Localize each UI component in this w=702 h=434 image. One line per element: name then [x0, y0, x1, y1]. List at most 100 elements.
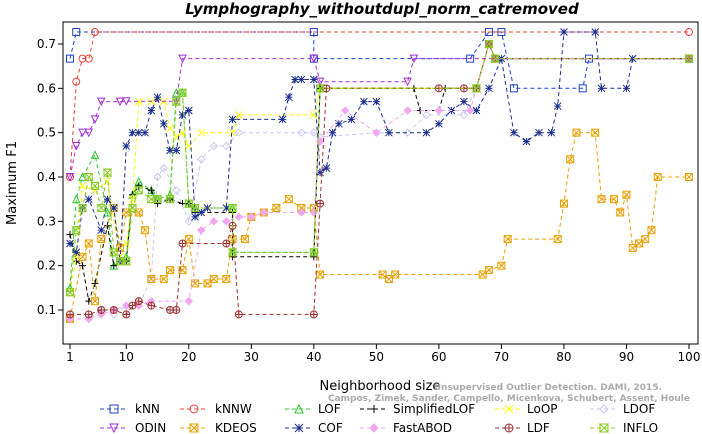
legend-marker-simplifiedlof	[370, 405, 378, 413]
legend: kNN kNNW LOF SimplifiedLOF LoOP LDOF ODIN KDEOS…	[100, 402, 658, 434]
legend-label-ldof: LDOF	[623, 402, 655, 416]
point-cof	[309, 75, 318, 84]
point-odin	[90, 115, 100, 124]
point-cof	[141, 128, 149, 137]
point-odin	[409, 54, 419, 64]
point-knn	[578, 84, 587, 93]
point-simplifiedlof	[110, 262, 118, 270]
point-kdeos	[685, 173, 693, 181]
x-tick-label: 60	[431, 350, 446, 364]
x-tick-label: 20	[181, 350, 196, 364]
point-ldf	[309, 310, 318, 319]
point-odin	[84, 128, 94, 138]
citation-line-1: Unsupervised Outlier Detection. DAMI, 20…	[434, 383, 662, 393]
point-odin	[96, 97, 106, 107]
point-inflo	[190, 204, 200, 213]
point-ldf	[97, 306, 106, 314]
point-ldf	[109, 306, 118, 314]
legend-label-inflo: INFLO	[623, 421, 658, 434]
point-odin	[65, 173, 75, 182]
x-tick-label: 90	[619, 350, 634, 364]
point-knnw	[685, 28, 693, 37]
point-kdeos	[597, 195, 606, 204]
point-kdeos	[97, 235, 106, 244]
x-tick-label: 70	[494, 350, 509, 364]
point-cof	[372, 97, 381, 106]
point-kdeos	[653, 173, 662, 181]
point-odin	[315, 77, 325, 87]
point-inflo	[90, 181, 100, 190]
point-cof	[84, 195, 93, 204]
legend-label-lof: LOF	[318, 402, 341, 416]
x-tick-label: 100	[678, 350, 701, 364]
point-cof	[385, 128, 393, 137]
x-axis-label: Neighborhood size	[320, 379, 441, 394]
point-simplifiedlof	[91, 279, 99, 287]
point-fastabod	[184, 296, 194, 306]
legend-item-cof: COF	[285, 421, 343, 434]
point-knnw	[84, 54, 93, 63]
point-kdeos	[641, 235, 650, 244]
y-tick-label: 0.5	[37, 126, 56, 140]
point-knn	[466, 54, 475, 63]
point-ldof	[297, 128, 306, 137]
point-ldof	[309, 128, 319, 137]
point-inflo	[115, 257, 125, 266]
y-axis: 0.1 0.2 0.3 0.4 0.5 0.6 0.7	[37, 37, 63, 317]
point-inflo	[684, 54, 694, 63]
point-ldof	[209, 141, 219, 151]
point-simplifiedlof	[147, 186, 155, 194]
y-tick-label: 0.4	[37, 170, 56, 184]
series-line-kdeos	[69, 132, 689, 319]
point-cof	[134, 128, 143, 137]
point-cof	[535, 128, 543, 137]
point-knnw	[72, 77, 81, 86]
legend-marker-ldf	[504, 423, 514, 433]
point-inflo	[309, 248, 319, 257]
point-loop	[228, 128, 237, 137]
legend-item-ldf: LDF	[495, 421, 550, 434]
point-fastabod	[234, 212, 244, 222]
point-knnw	[91, 28, 100, 37]
legend-marker-odin	[109, 423, 119, 434]
point-inflo	[121, 257, 131, 266]
point-kdeos	[166, 266, 175, 275]
point-lof	[103, 207, 112, 217]
point-lof	[90, 150, 100, 159]
legend-item-ldof: LDOF	[590, 402, 655, 416]
point-ldof	[222, 141, 231, 151]
point-cof	[228, 115, 237, 124]
point-kdeos	[141, 226, 150, 235]
point-ldf	[134, 297, 143, 306]
point-kdeos	[91, 297, 100, 306]
point-kdeos	[391, 270, 400, 279]
y-axis-label: Maximum F1	[5, 141, 20, 225]
point-cof	[184, 106, 193, 115]
point-knn	[309, 28, 318, 37]
point-cof	[97, 226, 106, 235]
y-tick-label: 0.1	[37, 303, 56, 317]
point-simplifiedlof	[310, 253, 318, 261]
legend-item-knnw: kNNW	[180, 402, 252, 416]
point-fastabod	[122, 301, 131, 310]
point-cof	[128, 128, 137, 137]
point-inflo	[96, 204, 106, 213]
point-fastabod	[340, 106, 350, 115]
point-kdeos	[609, 195, 618, 204]
point-inflo	[171, 97, 182, 106]
point-cof	[191, 213, 199, 221]
legend-marker-ldof	[599, 404, 609, 414]
point-simplifiedlof	[66, 231, 74, 239]
point-cof	[597, 84, 606, 93]
legend-marker-cof	[294, 423, 304, 433]
point-knn	[72, 28, 81, 37]
point-inflo	[490, 54, 500, 63]
point-loop	[78, 182, 87, 190]
point-cof	[122, 142, 131, 150]
series-layer	[65, 28, 694, 324]
point-ldof	[459, 110, 469, 120]
point-fastabod	[297, 208, 306, 217]
x-tick-label: 30	[244, 350, 259, 364]
point-ldf	[66, 310, 74, 319]
point-cof	[553, 102, 562, 110]
